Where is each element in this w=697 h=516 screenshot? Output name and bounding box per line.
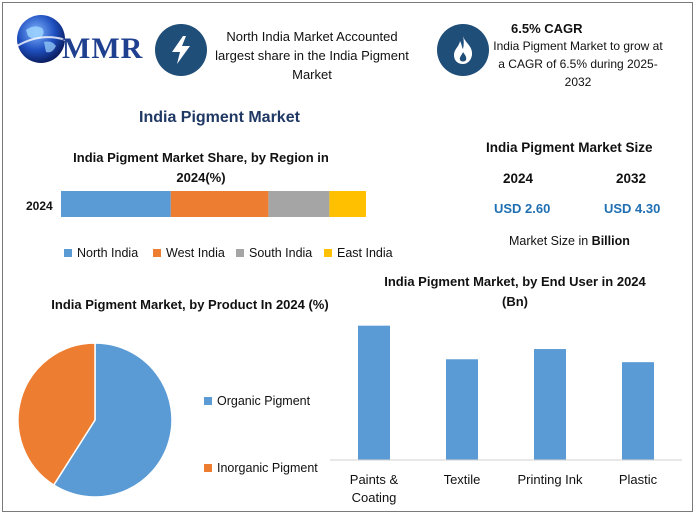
legend-swatch-south — [236, 249, 244, 257]
infographic-frame — [2, 2, 693, 512]
region-chart-title: India Pigment Market Share, by Region in… — [73, 150, 329, 185]
legend-label-north: North India — [77, 246, 139, 260]
pie-slice-organic — [52, 342, 173, 498]
globe-icon — [16, 15, 67, 63]
market-size-note: Market Size in Billion — [509, 234, 630, 248]
legend-swatch-organic — [204, 397, 212, 405]
enduser-xlabel-1: Paints & Coating — [349, 472, 399, 505]
legend-label-organic: Organic Pigment — [217, 394, 311, 408]
info2-icon-badge — [437, 24, 489, 76]
legend-swatch-inorganic — [204, 464, 212, 472]
enduser-xlabel-3: Printing Ink — [517, 472, 583, 487]
main-title: India Pigment Market — [139, 109, 300, 126]
product-chart-title: India Pigment Market, by Product In 2024… — [51, 297, 329, 312]
info1-text: North India Market Accounted largest sha… — [215, 29, 409, 82]
product-legend-organic: Organic Pigment — [204, 394, 310, 408]
legend-label-south: South India — [249, 246, 313, 260]
brand-name: MMR — [62, 32, 144, 65]
region-legend-west: West India — [153, 246, 225, 260]
market-size-title: India Pigment Market Size — [486, 140, 653, 155]
flame-icon — [454, 36, 473, 64]
market-size-note-prefix: Market Size in — [509, 234, 592, 248]
brand-logo: MMR — [12, 10, 142, 66]
pie-slice-inorganic — [17, 342, 96, 487]
legend-label-west: West India — [166, 246, 225, 260]
legend-swatch-north — [64, 249, 72, 257]
region-legend-south: South India — [236, 246, 312, 260]
region-legend-east: East India — [324, 246, 393, 260]
enduser-xlabel-4: Plastic — [618, 472, 658, 487]
legend-swatch-west — [153, 249, 161, 257]
cagr-text: India Pigment Market to grow at a CAGR o… — [493, 39, 663, 89]
market-size-value2: USD 4.30 — [604, 201, 661, 216]
legend-label-east: East India — [337, 246, 393, 260]
legend-label-inorganic: Inorganic Pigment — [217, 461, 318, 475]
product-legend-inorganic: Inorganic Pigment — [204, 461, 318, 475]
enduser-xlabel-2: Textile — [443, 472, 481, 487]
info1-icon-badge — [155, 24, 207, 76]
region-category-label: 2024 — [26, 199, 53, 213]
market-size-note-unit: Billion — [591, 234, 630, 248]
product-pie-chart — [17, 342, 173, 498]
region-legend-north: North India — [64, 246, 138, 260]
lightning-icon — [172, 36, 190, 64]
market-size-value1: USD 2.60 — [494, 201, 551, 216]
cagr-title: 6.5% CAGR — [511, 21, 583, 36]
legend-swatch-east — [324, 249, 332, 257]
market-size-year1: 2024 — [503, 171, 534, 186]
market-size-year2: 2032 — [616, 171, 647, 186]
enduser-chart-title: India Pigment Market, by End User in 202… — [384, 274, 646, 309]
